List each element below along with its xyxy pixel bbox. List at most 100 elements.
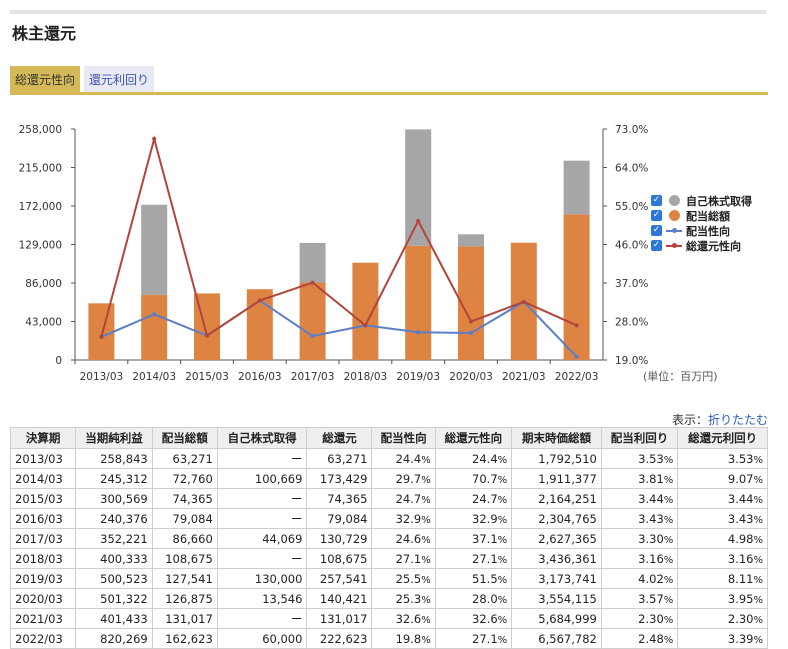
table-row: 2017/03 352,221 86,660 44,069 130,729 24.6% 37… (9, 528, 768, 549)
legend-label: 総還元性向 (686, 239, 741, 253)
column-header: 総還元利回り (677, 427, 768, 449)
table-cell: 63,271 (151, 448, 218, 469)
bar-dividend (299, 282, 326, 360)
table-cell: 2013/03 (9, 448, 77, 469)
table-cell: 501,322 (75, 588, 153, 609)
table-cell: 60,000 (216, 628, 308, 649)
table-cell: 820,269 (75, 628, 153, 649)
bar-buyback (141, 204, 168, 295)
table-cell: 3.57% (600, 588, 679, 609)
x-tick-label: 2013/03 (80, 371, 124, 383)
table-cell: 131,017 (306, 608, 373, 629)
percent-unit: % (421, 554, 431, 566)
table-cell: 28.0% (434, 588, 513, 609)
column-header: 期末時価総額 (511, 427, 602, 449)
top-divider (10, 10, 766, 14)
line-point (574, 323, 579, 328)
table-cell: 72,760 (151, 468, 218, 489)
page-title: 株主還元 (12, 24, 77, 43)
table-cell: 2015/03 (9, 488, 77, 509)
table-cell: 130,000 (216, 568, 308, 589)
checkbox-icon[interactable]: ✓ (651, 210, 662, 221)
table-cell: 2014/03 (9, 468, 77, 489)
percent-unit: % (753, 494, 763, 506)
legend-item-total-payout-ratio[interactable]: ✓ 総還元性向 (651, 238, 752, 253)
table-cell: 5,684,999 (511, 608, 602, 629)
x-tick-label: 2017/03 (291, 371, 335, 383)
percent-unit: % (497, 614, 508, 626)
x-tick-label: 2018/03 (344, 371, 388, 383)
column-header: 当期純利益 (75, 427, 153, 449)
percent-unit: % (421, 594, 431, 606)
bar-buyback (405, 129, 432, 246)
y-right-tick-label: 73.0% (615, 124, 648, 136)
x-tick-label: 2014/03 (132, 371, 176, 383)
table-cell: 24.4% (371, 448, 436, 469)
table-cell: 29.7% (371, 468, 436, 489)
percent-unit: % (753, 554, 763, 566)
line-point (99, 334, 104, 339)
table-cell: 3.44% (600, 488, 679, 509)
table-cell: 24.4% (434, 448, 513, 469)
table-cell: 131,017 (151, 608, 218, 629)
percent-unit: % (753, 634, 763, 646)
table-cell: 37.1% (434, 528, 513, 549)
table-cell: 4.98% (677, 528, 768, 549)
y-left-tick-label: 43,000 (25, 317, 62, 329)
table-cell: 162,623 (151, 628, 218, 649)
display-label: 表示： (671, 413, 708, 427)
percent-unit: % (663, 494, 674, 506)
legend-item-dividend[interactable]: ✓ 配当総額 (651, 208, 752, 223)
line-point (416, 330, 421, 335)
table-cell: 3.53% (600, 448, 679, 469)
table-cell: 500,523 (75, 568, 153, 589)
checkbox-icon[interactable]: ✓ (651, 195, 662, 206)
y-left-tick-label: 129,000 (19, 240, 62, 252)
table-cell: 257,541 (306, 568, 373, 589)
bar-dividend (563, 214, 590, 360)
chart-lines (99, 134, 579, 359)
legend-item-payout-ratio[interactable]: ✓ 配当性向 (651, 223, 752, 238)
x-tick-label: 2020/03 (449, 371, 493, 383)
table-header-row: 決算期 当期純利益 配当総額 自己株式取得 総還元 配当性向 総還元性向 期末時価総額 配当利回… (9, 427, 768, 449)
checkbox-icon[interactable]: ✓ (651, 225, 662, 236)
percent-unit: % (497, 554, 508, 566)
line-point (469, 331, 473, 336)
table-cell: 27.1% (371, 548, 436, 569)
bar-buyback (299, 242, 326, 283)
table-cell: 2016/03 (9, 508, 77, 529)
y-right-tick-label: 19.0% (615, 355, 648, 367)
collapse-link[interactable]: 折りたたむ (707, 413, 768, 427)
percent-unit: % (663, 594, 674, 606)
table-cell: 79,084 (151, 508, 218, 529)
percent-unit: % (753, 534, 763, 546)
table-cell: ー (216, 488, 308, 509)
table-cell: 2019/03 (9, 568, 77, 589)
bar-dividend (88, 303, 115, 360)
table-cell: 2.48% (600, 628, 679, 649)
table-row: 2015/03 300,569 74,365 ー 74,365 24.7% 24.7% 2,1… (9, 488, 768, 509)
table-cell: 19.8% (371, 628, 436, 649)
percent-unit: % (497, 594, 508, 606)
table-cell: 24.6% (371, 528, 436, 549)
tab-total-payout-ratio[interactable]: 総還元性向 (10, 66, 81, 92)
table-cell: 13,546 (216, 588, 308, 609)
table-cell: 400,333 (75, 548, 153, 569)
percent-unit: % (421, 514, 431, 526)
y-right-tick-label: 37.0% (615, 278, 648, 290)
percent-unit: % (753, 594, 763, 606)
percent-unit: % (663, 474, 674, 486)
tab-bar: 総還元性向 還元利回り (10, 66, 155, 92)
table-cell: 3.16% (600, 548, 679, 569)
line-point (310, 334, 315, 339)
table-cell: 108,675 (151, 548, 218, 569)
checkbox-icon[interactable]: ✓ (651, 240, 662, 251)
line-point (257, 298, 262, 303)
table-cell: 2.30% (677, 608, 768, 629)
percent-unit: % (421, 454, 431, 466)
y-left-tick-label: 215,000 (19, 163, 62, 175)
tab-return-yield[interactable]: 還元利回り (84, 66, 155, 92)
circle-marker-icon (669, 195, 680, 206)
legend-item-buyback[interactable]: ✓ 自己株式取得 (651, 193, 752, 208)
table-cell: 27.1% (434, 548, 513, 569)
